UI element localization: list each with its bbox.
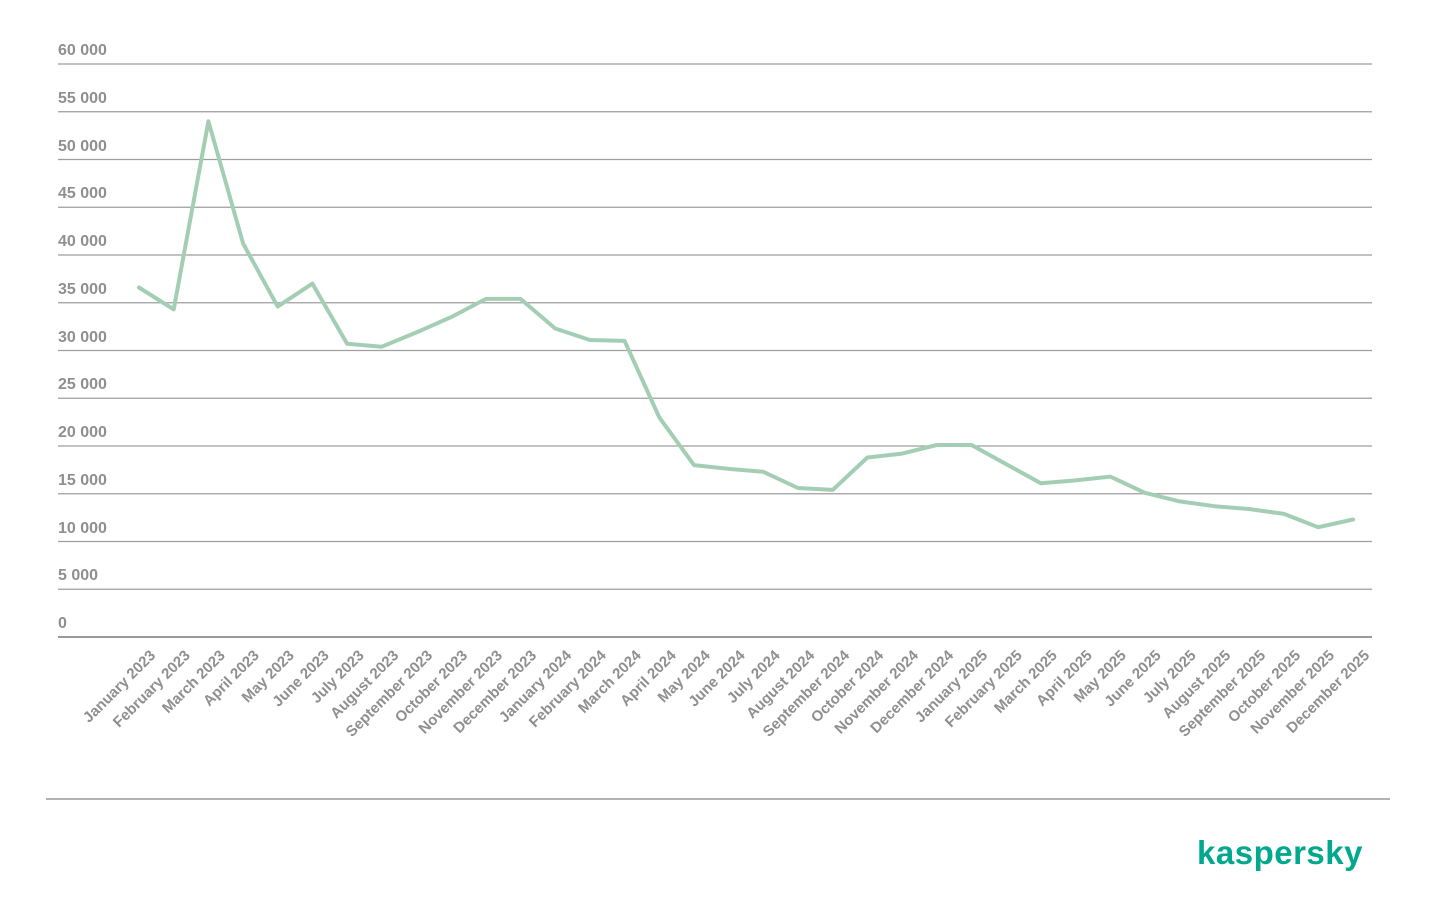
y-axis-tick-label: 5 000 [58, 567, 99, 585]
y-axis-tick-label: 40 000 [58, 233, 107, 250]
footer-divider [46, 798, 1390, 800]
y-axis-tick-label: 30 000 [58, 328, 107, 346]
series-line [137, 119, 1355, 530]
y-axis-tick-label: 0 [58, 615, 67, 632]
y-axis-tick-label: 15 000 [58, 471, 107, 489]
y-axis-tick-label: 50 000 [58, 137, 107, 155]
y-axis-tick-label: 25 000 [58, 376, 107, 394]
y-axis-tick-label: 35 000 [58, 280, 107, 298]
y-axis-tick-label: 10 000 [58, 519, 107, 537]
y-axis-tick-label: 55 000 [58, 89, 107, 107]
y-axis-tick-label: 60 000 [58, 42, 107, 59]
y-axis-tick-label: 20 000 [58, 424, 107, 441]
y-axis-tick-label: 45 000 [58, 185, 107, 203]
kaspersky-logo: kaspersky [1197, 834, 1363, 871]
